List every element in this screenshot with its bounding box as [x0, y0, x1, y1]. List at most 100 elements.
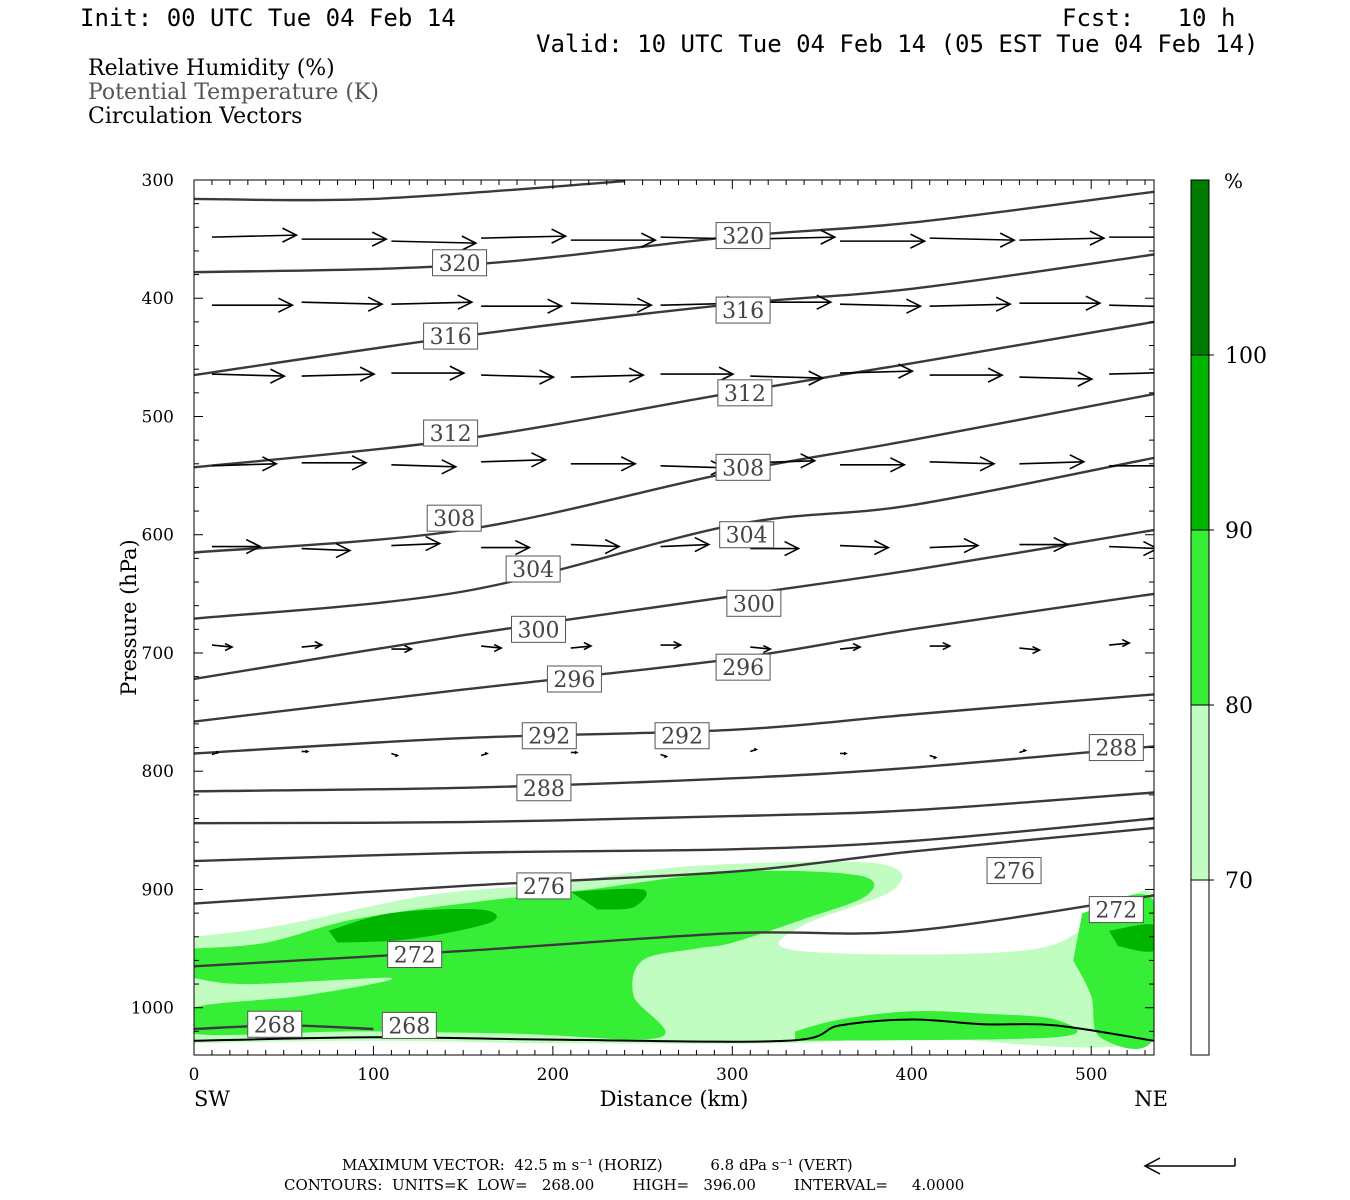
vector-arrow	[211, 297, 295, 313]
contour-label-text: 288	[1095, 737, 1137, 762]
y-tick-label: 1000	[131, 999, 174, 1019]
vector-arrow	[1109, 464, 1154, 467]
vector-arrow	[481, 452, 548, 468]
vector-shaft	[1109, 545, 1154, 550]
reference-vector	[1143, 1157, 1236, 1175]
rh-region-80-90-1	[194, 870, 875, 1040]
vector-arrow	[481, 643, 504, 653]
vector-arrow	[570, 232, 658, 248]
vector-arrow	[839, 642, 862, 652]
vector-head	[215, 750, 220, 755]
theta-contour-280	[194, 817, 1154, 863]
contour-label: 320	[715, 222, 771, 250]
vector-head	[753, 747, 759, 752]
vector-head	[371, 231, 388, 247]
vector-head	[843, 751, 848, 756]
vector-arrow	[301, 640, 324, 650]
colorbar: 70 80 90 100%	[1190, 169, 1267, 1056]
vector-head	[261, 456, 279, 472]
x-tick-label: 500	[1075, 1065, 1107, 1085]
vector-head	[351, 455, 368, 471]
plot-frame	[193, 179, 1155, 1056]
vector-shaft	[839, 370, 913, 374]
vector-arrow	[839, 298, 923, 314]
vector-head	[628, 367, 646, 383]
contour-label-text: 304	[726, 524, 768, 549]
vector-head	[963, 537, 980, 554]
sw-label: SW	[194, 1087, 230, 1111]
contour-label-box	[726, 589, 782, 617]
vector-arrow	[391, 235, 478, 251]
vector-head	[335, 542, 352, 559]
vector-head	[808, 370, 825, 386]
contour-label: 316	[423, 322, 479, 350]
vector-shaft	[570, 645, 592, 649]
vector-head	[449, 365, 466, 381]
vector-arrow	[480, 751, 489, 757]
vector-shaft	[660, 543, 709, 548]
vector-head	[1089, 230, 1106, 246]
vector-head	[890, 457, 907, 473]
contour-label-box	[432, 249, 488, 277]
vector-arrow	[391, 535, 442, 552]
contour-label-text: 296	[722, 656, 764, 681]
vector-shaft	[929, 237, 1015, 241]
contour-label-text: 312	[724, 382, 766, 407]
contour-label: 312	[423, 419, 479, 447]
vector-shaft	[481, 374, 554, 378]
vector-head	[1053, 536, 1070, 553]
vector-arrow	[301, 542, 352, 559]
vector-head	[425, 535, 442, 552]
x-tick-label: 100	[357, 1065, 389, 1085]
vector-arrow	[211, 750, 220, 756]
contour-label: 288	[1088, 734, 1144, 762]
contour-label: 272	[1088, 896, 1144, 924]
contour-label-box	[423, 322, 479, 350]
forecast-hour: Fcst: 10 h	[1062, 4, 1236, 32]
contour-label-box	[505, 555, 561, 583]
contour-label: 320	[432, 249, 488, 277]
vector-head	[979, 456, 996, 472]
contour-label-text: 276	[993, 860, 1035, 885]
contour-label-box	[511, 615, 567, 643]
vector-head	[1069, 454, 1086, 470]
y-tick-label: 300	[142, 171, 174, 191]
vector-arrow	[839, 751, 848, 756]
contour-label: 288	[516, 774, 572, 802]
vector-head	[484, 751, 489, 756]
vector-head	[1168, 365, 1182, 379]
vector-arrow	[1019, 295, 1102, 311]
vector-shaft	[570, 543, 620, 548]
theta-contour-308	[194, 392, 1154, 554]
vector-arrow	[301, 296, 384, 312]
contour-label-text: 288	[523, 777, 565, 802]
contour-label: 268	[381, 1011, 437, 1039]
contour-label-text: 304	[512, 558, 554, 583]
vector-arrow	[750, 370, 825, 386]
contour-label-box	[387, 940, 443, 968]
vector-arrow	[660, 366, 735, 382]
contour-label-box	[1088, 734, 1144, 762]
vector-arrow	[481, 228, 568, 244]
contour-label-text: 320	[722, 225, 764, 250]
vector-shaft	[211, 373, 285, 377]
theta-contour-296	[194, 592, 1154, 723]
contour-label-box	[654, 722, 710, 750]
vector-shaft	[391, 240, 476, 244]
humidity-shading	[194, 861, 1154, 1049]
contour-label: 296	[715, 653, 771, 681]
colorbar-frame	[1190, 179, 1210, 1056]
vector-head	[820, 229, 837, 245]
vector-arrow	[570, 456, 637, 472]
y-tick-label: 900	[142, 880, 174, 900]
x-tick-label: 300	[716, 1065, 748, 1085]
theta-contour-304	[194, 456, 1154, 620]
vector-head	[673, 640, 683, 650]
contour-label-box	[1088, 896, 1144, 924]
vector-shaft	[839, 544, 889, 549]
contour-labels: 320 320 316 316 312 312 308 308 304 304 300 300 296 2…	[247, 222, 1144, 1039]
vector-arrow	[750, 644, 773, 654]
vector-head	[314, 640, 324, 650]
vector-arrow	[660, 536, 711, 553]
